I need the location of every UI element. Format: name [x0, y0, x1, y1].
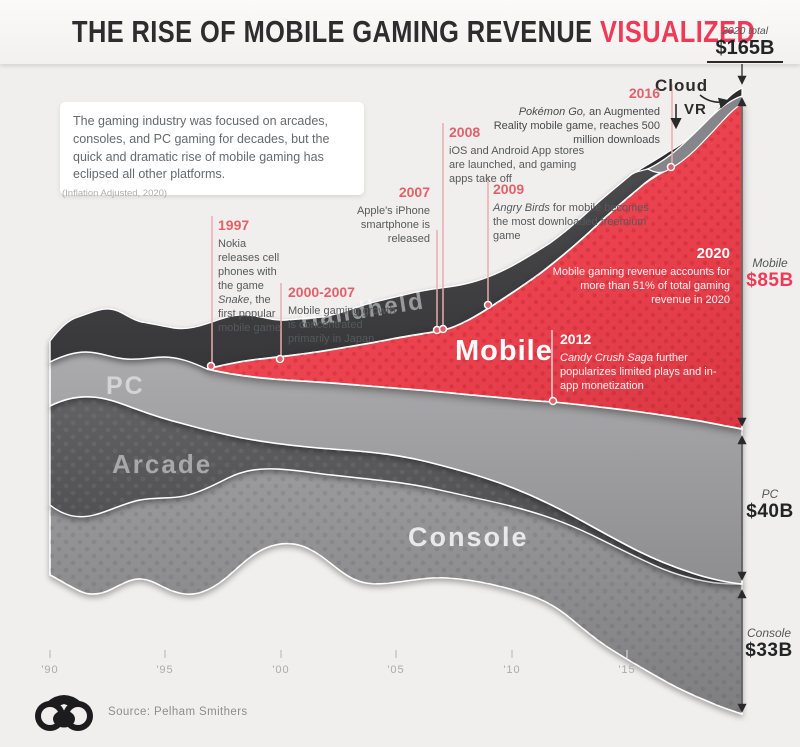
intro-card: The gaming industry was focused on arcad…	[60, 102, 364, 195]
total-value: $165B	[707, 37, 783, 63]
axis-tick-2010: '10	[503, 664, 521, 676]
annotation-year: 2007	[398, 184, 430, 200]
annotation-year: 2012	[560, 331, 592, 347]
side-total-pc: PC $40B	[746, 487, 794, 522]
inflation-note: (Inflation Adjusted, 2020)	[62, 188, 168, 199]
axis-tick-2000: '00	[272, 664, 290, 676]
side-total-mobile: Mobile $85B	[746, 256, 794, 291]
label-cloud: Cloud	[655, 76, 709, 95]
publisher-logo-icon	[35, 695, 93, 731]
axis-tick-1995: '95	[156, 664, 174, 676]
annotation-ticks	[211, 84, 673, 397]
annotation-year: 2008	[449, 124, 481, 140]
annotation-dots	[206, 162, 676, 406]
annotation-2016: 2016 Pokémon Go, an Augmented Reality mo…	[485, 85, 660, 147]
header: THE RISE OF MOBILE GAMING REVENUE VISUAL…	[0, 0, 800, 64]
label-pc: PC	[106, 372, 145, 400]
label-vr: VR	[684, 101, 707, 118]
annotation-year: 2000-2007	[288, 284, 355, 300]
annotation-2007: 2007 Apple's iPhone smartphone is releas…	[330, 184, 430, 246]
x-axis-ticks	[49, 650, 628, 658]
title-accent: VISUALIZED	[600, 14, 756, 49]
axis-tick-1990: '90	[41, 664, 59, 676]
annotation-2020: 2020 Mobile gaming revenue accounts for …	[552, 245, 730, 307]
cloud-arrow	[699, 94, 731, 109]
title-main: THE RISE OF MOBILE GAMING REVENUE	[72, 14, 601, 49]
annotation-2000-2007: 2000-2007 Mobile gaming growth is concen…	[288, 284, 406, 346]
total-2020: 2020 total $165B	[707, 25, 783, 63]
annotation-year: 2009	[493, 181, 525, 197]
side-total-console: Console $33B	[745, 626, 793, 661]
annotation-year: 2016	[628, 85, 660, 101]
annotation-2012: 2012 Candy Crush Saga further popularize…	[560, 331, 730, 393]
annotation-2008: 2008 iOS and Android App stores are laun…	[449, 124, 591, 186]
axis-tick-2015: '15	[618, 664, 636, 676]
intro-text: The gaming industry was focused on arcad…	[73, 114, 330, 182]
label-mobile: Mobile	[455, 335, 553, 367]
label-console: Console	[408, 522, 529, 552]
total-label: 2020 total	[721, 25, 769, 37]
source-credit: Source: Pelham Smithers	[108, 706, 248, 718]
annotation-1997: 1997 Nokia releases cell phones with the…	[218, 217, 281, 335]
page-title: THE RISE OF MOBILE GAMING REVENUE VISUAL…	[72, 14, 755, 50]
annotation-2009: 2009 Angry Birds for mobile becomes the …	[493, 181, 661, 243]
label-arcade: Arcade	[112, 449, 213, 479]
axis-tick-2005: '05	[387, 664, 405, 676]
annotation-year: 1997	[218, 217, 250, 233]
annotation-year: 2020	[696, 245, 730, 262]
